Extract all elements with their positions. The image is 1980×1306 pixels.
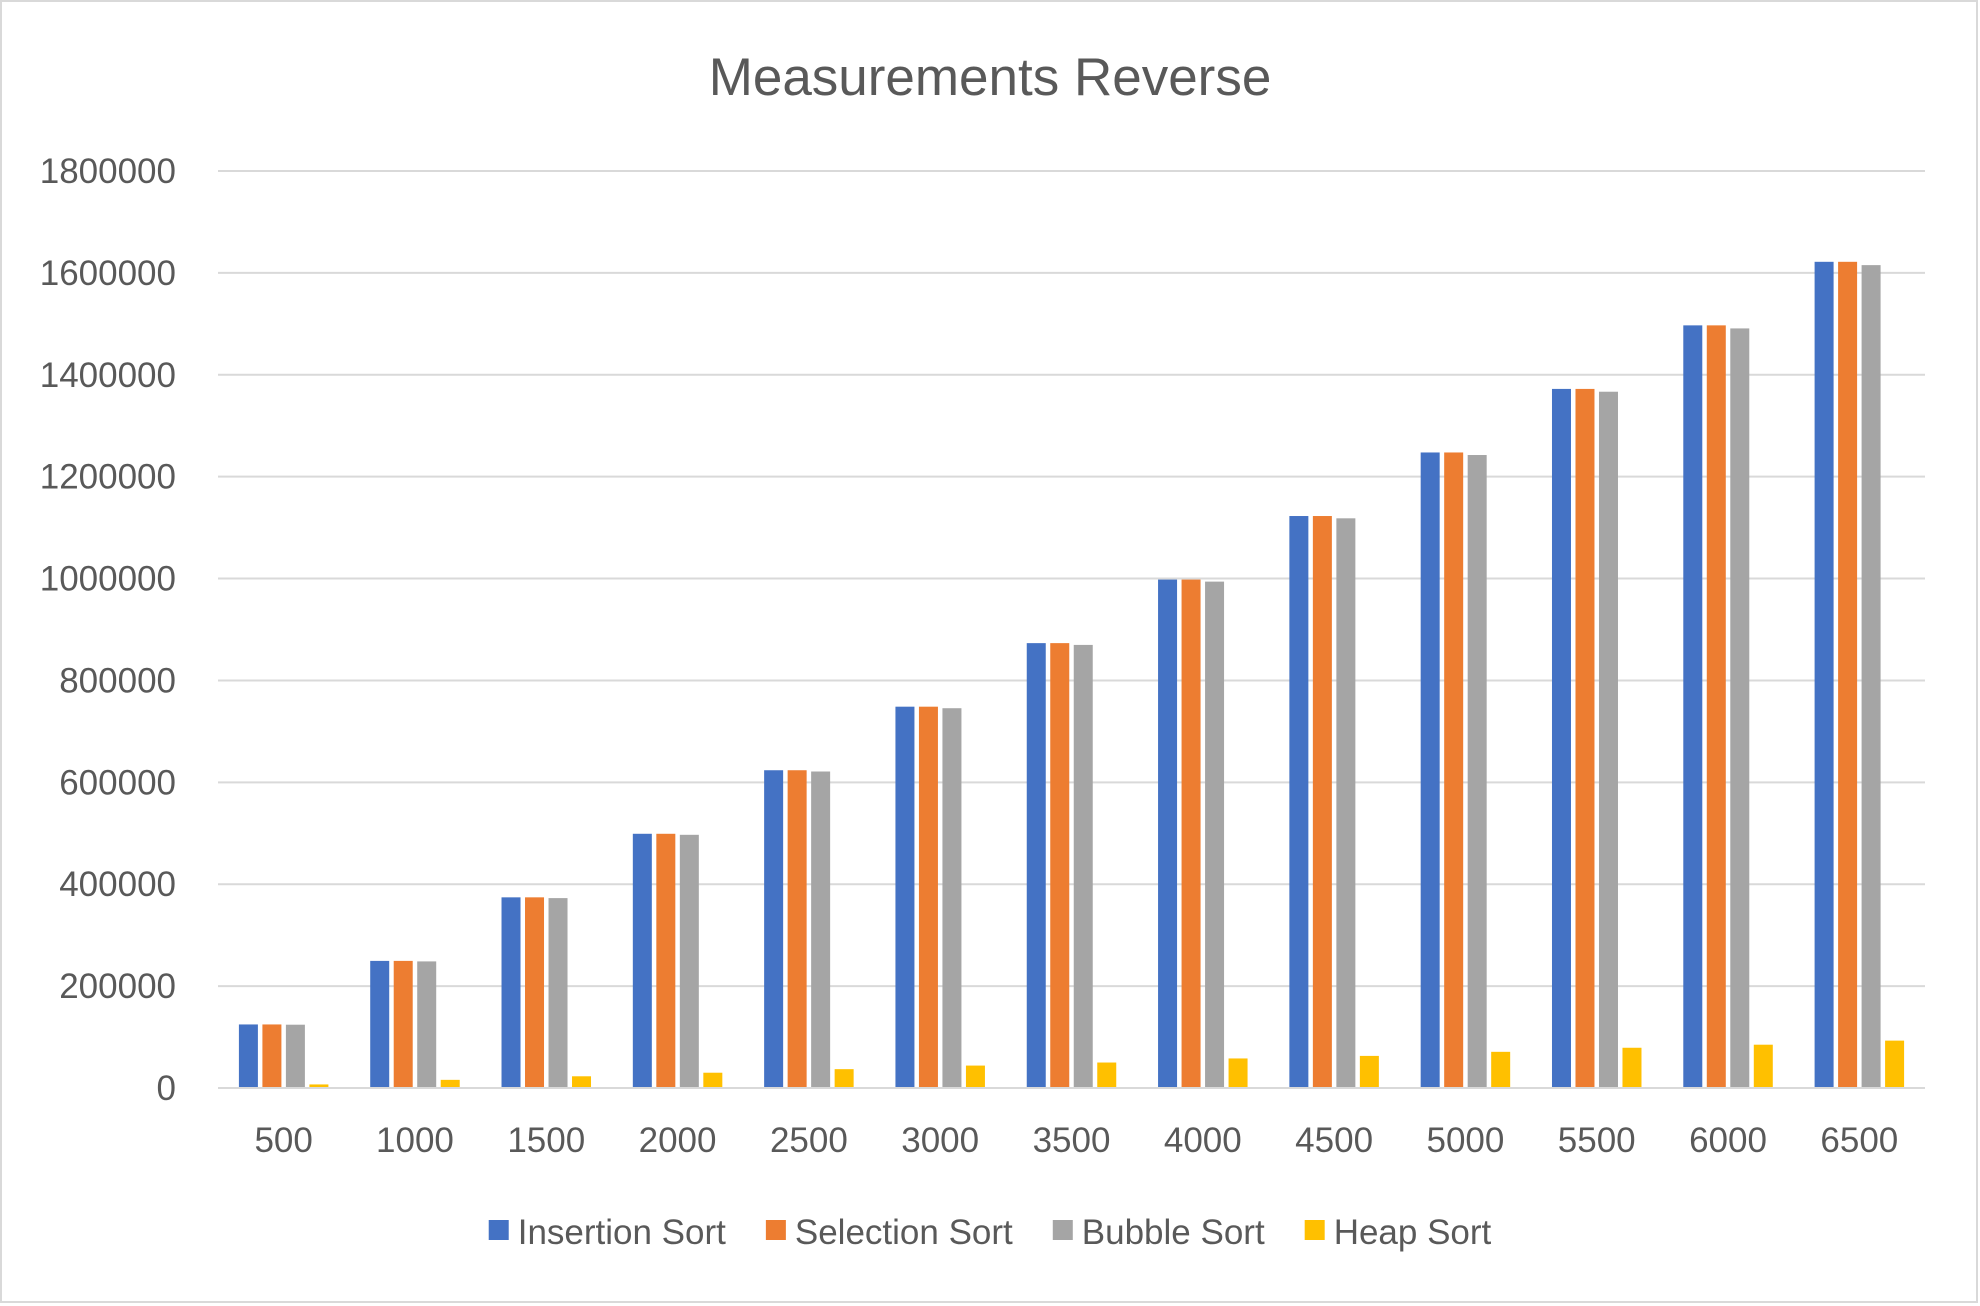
legend-swatch	[1052, 1220, 1073, 1240]
bar-selection-sort	[393, 960, 413, 1088]
y-tick-label: 1600000	[40, 254, 176, 293]
legend-swatch	[488, 1220, 509, 1240]
y-tick-label: 1800000	[40, 152, 176, 191]
chart-title: Measurements Reverse	[709, 48, 1272, 107]
bar-heap-sort	[965, 1065, 985, 1088]
bar-bubble-sort	[1336, 518, 1356, 1088]
bar-heap-sort	[1359, 1055, 1379, 1088]
bar-insertion-sort	[501, 897, 521, 1088]
legend-label: Insertion Sort	[518, 1213, 726, 1252]
x-tick-label: 1000	[376, 1121, 454, 1160]
bar-insertion-sort	[764, 770, 784, 1088]
gridlines	[218, 170, 1925, 988]
bar-bubble-sort	[942, 708, 962, 1088]
x-tick-label: 4000	[1164, 1121, 1242, 1160]
legend-item-insertion-sort: Insertion Sort	[488, 1213, 726, 1252]
y-tick-label: 400000	[59, 865, 176, 904]
bar-heap-sort	[572, 1076, 592, 1088]
bar-selection-sort	[656, 833, 676, 1088]
bar-heap-sort	[309, 1084, 329, 1088]
bar-bubble-sort	[1598, 391, 1618, 1088]
y-tick-label: 1400000	[40, 356, 176, 395]
bar-heap-sort	[1228, 1058, 1248, 1088]
bar-bubble-sort	[811, 771, 831, 1088]
y-axis-labels: 1800000 1600000 1400000 1200000 1000000 80000…	[40, 152, 176, 1108]
x-tick-label: 4500	[1295, 1121, 1373, 1160]
bar-selection-sort	[1444, 452, 1464, 1089]
bar-selection-sort	[918, 706, 938, 1088]
x-tick-label: 6000	[1689, 1121, 1767, 1160]
bar-bubble-sort	[1205, 581, 1225, 1088]
y-tick-label: 200000	[59, 967, 176, 1006]
bar-heap-sort	[1622, 1047, 1642, 1088]
bar-bubble-sort	[1073, 644, 1093, 1088]
bar-bubble-sort	[548, 898, 568, 1088]
x-tick-label: 5500	[1558, 1121, 1636, 1160]
bar-bubble-sort	[285, 1024, 305, 1088]
bar-bubble-sort	[417, 961, 437, 1088]
bar-selection-sort	[1050, 643, 1070, 1088]
legend-swatch	[765, 1220, 786, 1240]
bar-heap-sort	[1097, 1062, 1117, 1088]
y-tick-label: 600000	[59, 763, 176, 802]
bar-insertion-sort	[895, 706, 915, 1088]
x-tick-label: 3500	[1033, 1121, 1111, 1160]
legend-label: Bubble Sort	[1082, 1213, 1265, 1252]
legend-item-heap-sort: Heap Sort	[1304, 1213, 1492, 1252]
y-tick-label: 1200000	[40, 458, 176, 497]
bar-insertion-sort	[1026, 643, 1046, 1088]
x-tick-label: 500	[254, 1121, 312, 1160]
bar-heap-sort	[703, 1072, 723, 1088]
legend-label: Heap Sort	[1334, 1213, 1492, 1252]
x-tick-label: 2500	[770, 1121, 848, 1160]
x-tick-label: 1500	[507, 1121, 585, 1160]
bar-heap-sort	[440, 1079, 460, 1088]
bar-insertion-sort	[1683, 325, 1703, 1088]
legend-item-selection-sort: Selection Sort	[765, 1213, 1013, 1252]
bar-insertion-sort	[1158, 579, 1178, 1088]
bar-insertion-sort	[238, 1024, 258, 1088]
x-tick-label: 6500	[1820, 1121, 1898, 1160]
bar-selection-sort	[1838, 261, 1858, 1088]
bar-heap-sort	[834, 1069, 854, 1088]
bar-heap-sort	[1491, 1051, 1511, 1088]
bar-bubble-sort	[679, 834, 699, 1088]
legend: Insertion Sort Selection Sort Bubble Sort H…	[488, 1213, 1492, 1252]
bar-insertion-sort	[370, 960, 390, 1088]
bar-insertion-sort	[632, 833, 652, 1088]
bar-bubble-sort	[1861, 265, 1881, 1088]
x-axis-labels: 500 1000 1500 2000 2500 3000 3500 4000 4500 5000 5…	[254, 1121, 1898, 1160]
x-tick-label: 3000	[901, 1121, 979, 1160]
bar-insertion-sort	[1551, 388, 1571, 1088]
bar-insertion-sort	[1289, 516, 1309, 1088]
bar-selection-sort	[1575, 388, 1595, 1088]
bar-selection-sort	[1706, 325, 1726, 1088]
bar-insertion-sort	[1814, 261, 1834, 1088]
legend-label: Selection Sort	[795, 1213, 1013, 1252]
bars	[238, 261, 1905, 1089]
legend-item-bubble-sort: Bubble Sort	[1052, 1213, 1265, 1252]
bar-bubble-sort	[1467, 455, 1487, 1089]
bar-selection-sort	[1181, 579, 1201, 1088]
bar-selection-sort	[525, 897, 545, 1088]
legend-swatch	[1304, 1220, 1325, 1240]
y-tick-label: 800000	[59, 661, 176, 700]
bar-bubble-sort	[1730, 328, 1750, 1088]
bar-selection-sort	[1312, 516, 1332, 1088]
y-tick-label: 0	[157, 1069, 176, 1108]
x-tick-label: 2000	[639, 1121, 717, 1160]
bar-heap-sort	[1885, 1040, 1905, 1088]
bar-insertion-sort	[1420, 452, 1440, 1089]
bar-heap-sort	[1753, 1044, 1773, 1088]
y-tick-label: 1000000	[40, 560, 176, 599]
bar-selection-sort	[787, 770, 807, 1088]
x-tick-label: 5000	[1426, 1121, 1504, 1160]
bar-selection-sort	[262, 1024, 282, 1088]
